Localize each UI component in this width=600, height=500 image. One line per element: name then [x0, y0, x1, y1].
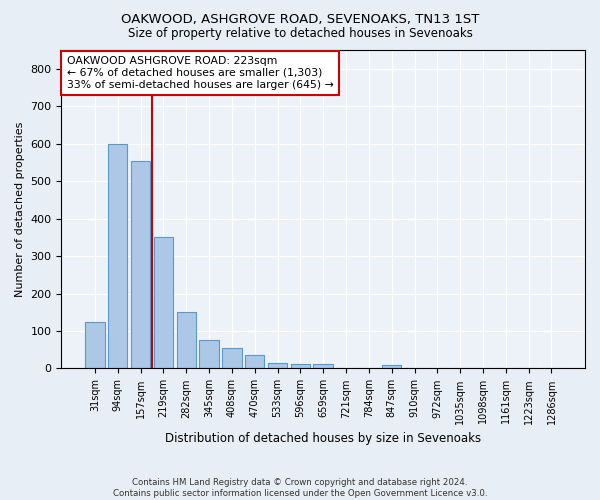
Bar	[85, 322, 104, 368]
Bar	[290, 364, 310, 368]
Bar	[131, 160, 150, 368]
Bar	[176, 312, 196, 368]
Bar	[382, 366, 401, 368]
Bar	[268, 363, 287, 368]
Text: OAKWOOD ASHGROVE ROAD: 223sqm
← 67% of detached houses are smaller (1,303)
33% o: OAKWOOD ASHGROVE ROAD: 223sqm ← 67% of d…	[67, 56, 334, 90]
Bar	[313, 364, 333, 368]
Text: OAKWOOD, ASHGROVE ROAD, SEVENOAKS, TN13 1ST: OAKWOOD, ASHGROVE ROAD, SEVENOAKS, TN13 …	[121, 12, 479, 26]
X-axis label: Distribution of detached houses by size in Sevenoaks: Distribution of detached houses by size …	[165, 432, 481, 445]
Bar	[222, 348, 242, 368]
Bar	[199, 340, 219, 368]
Text: Contains HM Land Registry data © Crown copyright and database right 2024.
Contai: Contains HM Land Registry data © Crown c…	[113, 478, 487, 498]
Y-axis label: Number of detached properties: Number of detached properties	[15, 122, 25, 297]
Text: Size of property relative to detached houses in Sevenoaks: Size of property relative to detached ho…	[128, 28, 472, 40]
Bar	[245, 356, 265, 368]
Bar	[154, 238, 173, 368]
Bar	[108, 144, 127, 368]
